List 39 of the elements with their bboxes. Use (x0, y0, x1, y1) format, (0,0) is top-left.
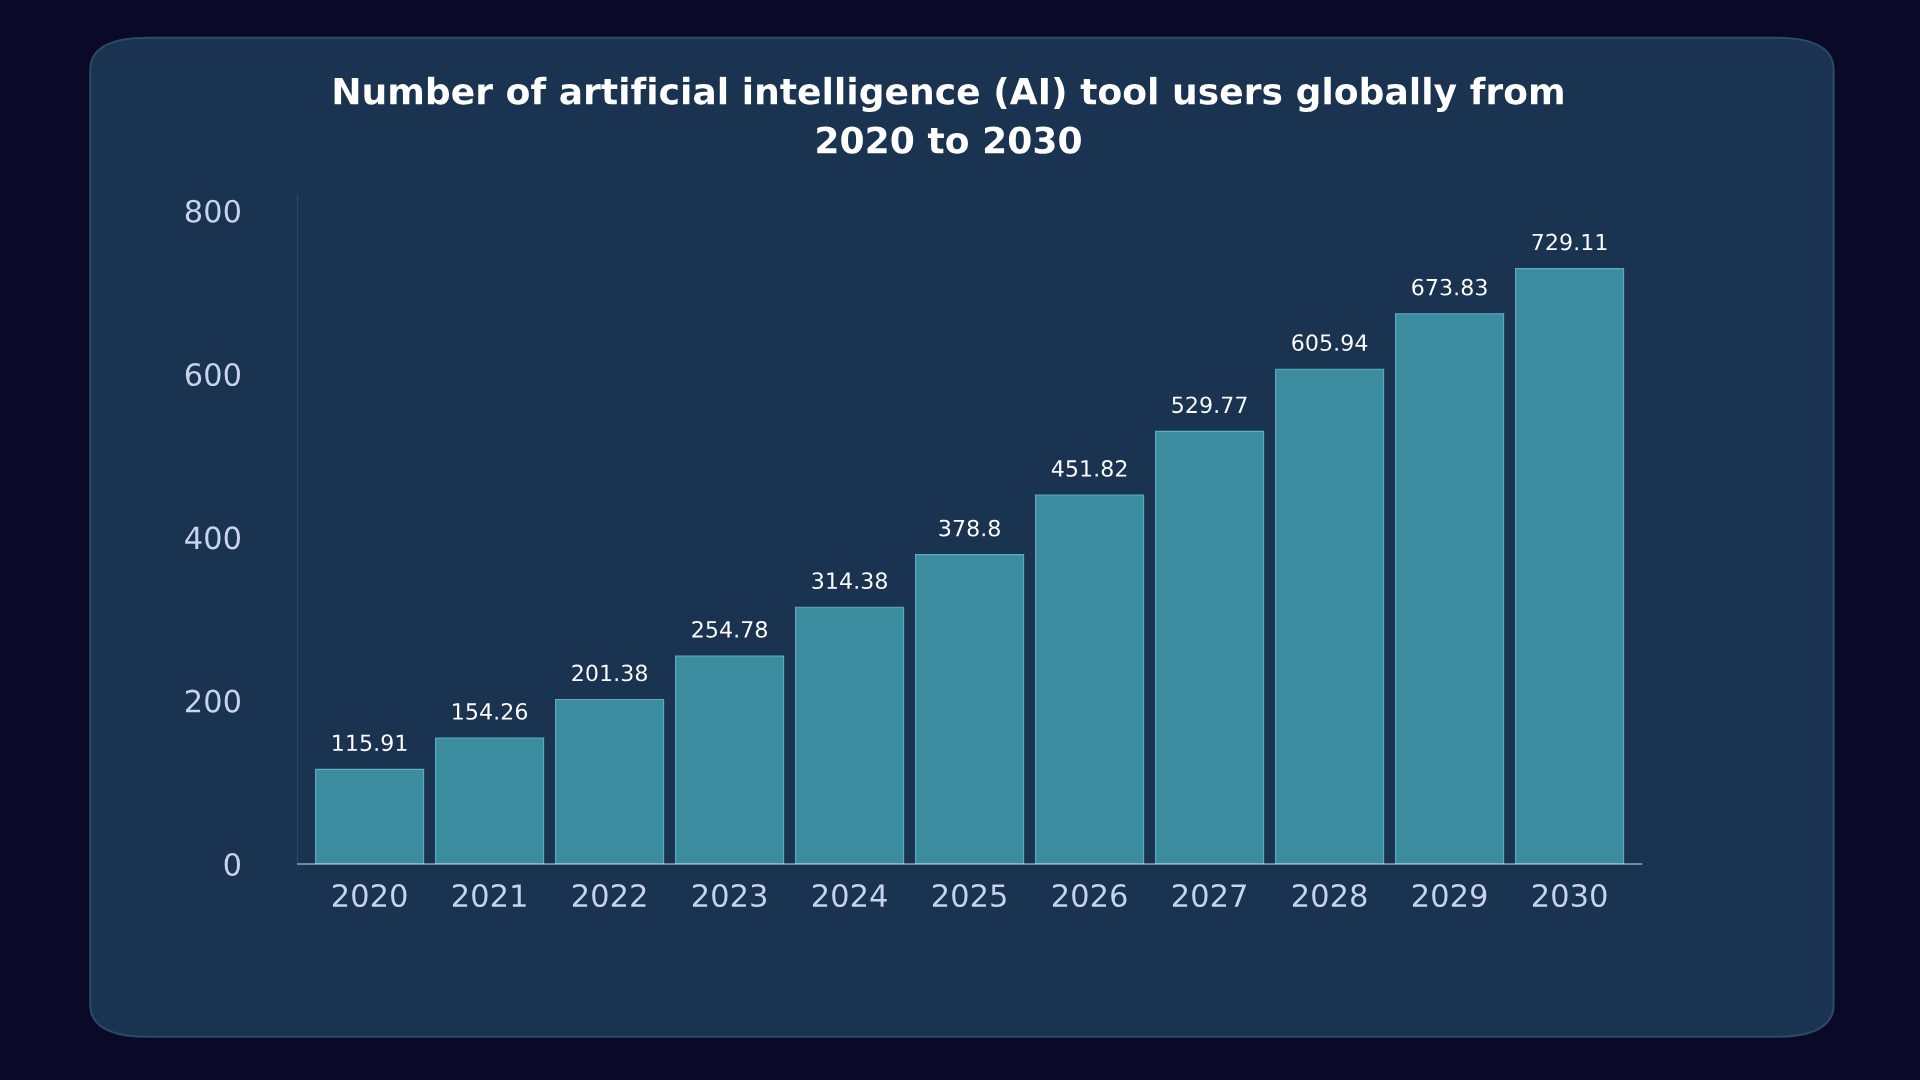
chart-title: Number of artificial intelligence (AI) tool users globally from 2020 to 2030 (334, 76, 1563, 154)
data-label: 605.94 (1292, 334, 1368, 351)
bar (1035, 494, 1145, 864)
bar (915, 554, 1025, 864)
x-tick-label: 2030 (1532, 883, 1607, 908)
data-label: 378.8 (939, 519, 1000, 537)
data-label: 729.11 (1532, 233, 1607, 251)
x-tick-label: 2029 (1412, 883, 1487, 908)
x-tick-label: 2023 (692, 883, 767, 908)
x-tick-label: 2020 (332, 883, 407, 908)
bar (675, 655, 785, 864)
bar (795, 606, 905, 864)
bar (1515, 268, 1625, 864)
x-tick-label: 2027 (1172, 883, 1246, 908)
y-tick-label: 600 (185, 362, 241, 387)
y-tick-label: 0 (224, 852, 241, 877)
x-tick-label: 2021 (452, 883, 526, 908)
data-label: 529.77 (1172, 396, 1247, 414)
bar (315, 768, 425, 864)
x-tick-label: 2024 (812, 883, 887, 908)
data-label: 115.91 (333, 734, 407, 752)
bar (555, 699, 665, 864)
data-label: 154.26 (453, 703, 528, 720)
data-label: 451.82 (1051, 460, 1127, 477)
x-tick-label: 2025 (932, 883, 1006, 908)
x-tick-label: 2022 (572, 883, 646, 908)
bar (1395, 313, 1505, 864)
bar (435, 737, 545, 864)
bar (1155, 430, 1265, 864)
y-tick-label: 400 (185, 526, 241, 550)
x-tick-label: 2028 (1292, 883, 1367, 908)
x-tick-label: 2026 (1052, 883, 1127, 908)
data-label: 314.38 (812, 572, 887, 590)
data-label: 254.78 (692, 620, 767, 638)
y-tick-label: 800 (185, 199, 241, 223)
y-tick-label: 200 (185, 689, 241, 713)
data-label: 201.38 (572, 664, 647, 682)
bar (1275, 368, 1385, 864)
data-label: 673.83 (1412, 278, 1487, 296)
